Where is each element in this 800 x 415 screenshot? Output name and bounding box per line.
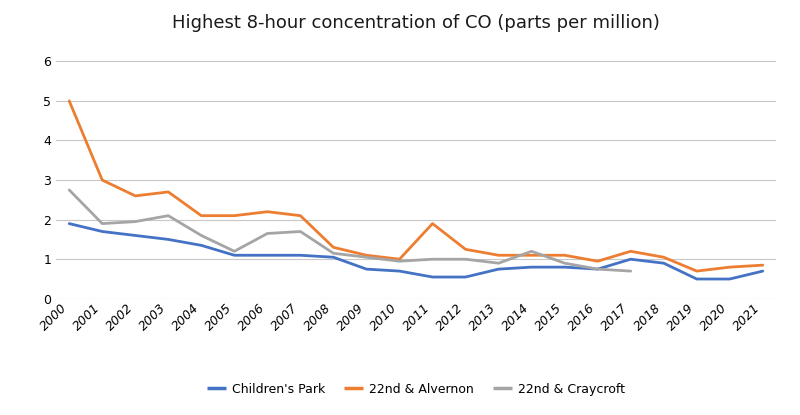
Children's Park bbox=[428, 275, 438, 280]
Children's Park bbox=[262, 253, 272, 258]
22nd & Craycroft bbox=[461, 257, 470, 262]
22nd & Alvernon bbox=[725, 265, 734, 270]
22nd & Alvernon bbox=[593, 259, 602, 264]
Children's Park bbox=[494, 266, 503, 271]
22nd & Craycroft bbox=[428, 257, 438, 262]
Children's Park bbox=[758, 269, 767, 273]
22nd & Alvernon bbox=[560, 253, 570, 258]
22nd & Alvernon bbox=[626, 249, 635, 254]
Children's Park bbox=[65, 221, 74, 226]
22nd & Alvernon bbox=[230, 213, 239, 218]
Children's Park bbox=[163, 237, 173, 242]
Children's Park bbox=[593, 266, 602, 271]
Legend: Children's Park, 22nd & Alvernon, 22nd & Craycroft: Children's Park, 22nd & Alvernon, 22nd &… bbox=[202, 378, 630, 400]
Children's Park bbox=[329, 255, 338, 260]
Line: Children's Park: Children's Park bbox=[70, 224, 762, 279]
22nd & Craycroft bbox=[65, 188, 74, 193]
Children's Park bbox=[230, 253, 239, 258]
Children's Park bbox=[560, 265, 570, 270]
22nd & Alvernon bbox=[163, 189, 173, 194]
22nd & Alvernon bbox=[65, 98, 74, 103]
22nd & Craycroft bbox=[296, 229, 306, 234]
Children's Park bbox=[362, 266, 371, 271]
22nd & Craycroft bbox=[230, 249, 239, 254]
Children's Park bbox=[626, 257, 635, 262]
22nd & Alvernon bbox=[394, 257, 404, 262]
Line: 22nd & Alvernon: 22nd & Alvernon bbox=[70, 101, 762, 271]
22nd & Alvernon bbox=[329, 245, 338, 250]
22nd & Craycroft bbox=[394, 259, 404, 264]
22nd & Craycroft bbox=[494, 261, 503, 266]
22nd & Alvernon bbox=[98, 178, 107, 183]
22nd & Alvernon bbox=[526, 253, 536, 258]
Children's Park bbox=[526, 265, 536, 270]
22nd & Alvernon bbox=[692, 269, 702, 273]
22nd & Alvernon bbox=[758, 263, 767, 268]
Children's Park bbox=[130, 233, 140, 238]
Children's Park bbox=[725, 276, 734, 281]
22nd & Alvernon bbox=[262, 209, 272, 214]
Title: Highest 8-hour concentration of CO (parts per million): Highest 8-hour concentration of CO (part… bbox=[172, 14, 660, 32]
Children's Park bbox=[296, 253, 306, 258]
Children's Park bbox=[461, 275, 470, 280]
22nd & Craycroft bbox=[329, 251, 338, 256]
Children's Park bbox=[659, 261, 669, 266]
Children's Park bbox=[394, 269, 404, 273]
22nd & Craycroft bbox=[362, 255, 371, 260]
22nd & Craycroft bbox=[98, 221, 107, 226]
22nd & Alvernon bbox=[659, 255, 669, 260]
22nd & Craycroft bbox=[692, 294, 702, 299]
22nd & Craycroft bbox=[560, 261, 570, 266]
22nd & Alvernon bbox=[197, 213, 206, 218]
Children's Park bbox=[692, 276, 702, 281]
Children's Park bbox=[197, 243, 206, 248]
22nd & Alvernon bbox=[130, 193, 140, 198]
22nd & Craycroft bbox=[197, 233, 206, 238]
Children's Park bbox=[98, 229, 107, 234]
22nd & Craycroft bbox=[593, 266, 602, 271]
22nd & Alvernon bbox=[494, 253, 503, 258]
22nd & Alvernon bbox=[461, 247, 470, 252]
22nd & Alvernon bbox=[362, 253, 371, 258]
22nd & Craycroft bbox=[262, 231, 272, 236]
22nd & Craycroft bbox=[163, 213, 173, 218]
Line: 22nd & Craycroft: 22nd & Craycroft bbox=[70, 190, 697, 297]
22nd & Craycroft bbox=[626, 269, 635, 273]
22nd & Alvernon bbox=[428, 221, 438, 226]
22nd & Craycroft bbox=[526, 249, 536, 254]
22nd & Craycroft bbox=[130, 219, 140, 224]
22nd & Alvernon bbox=[296, 213, 306, 218]
